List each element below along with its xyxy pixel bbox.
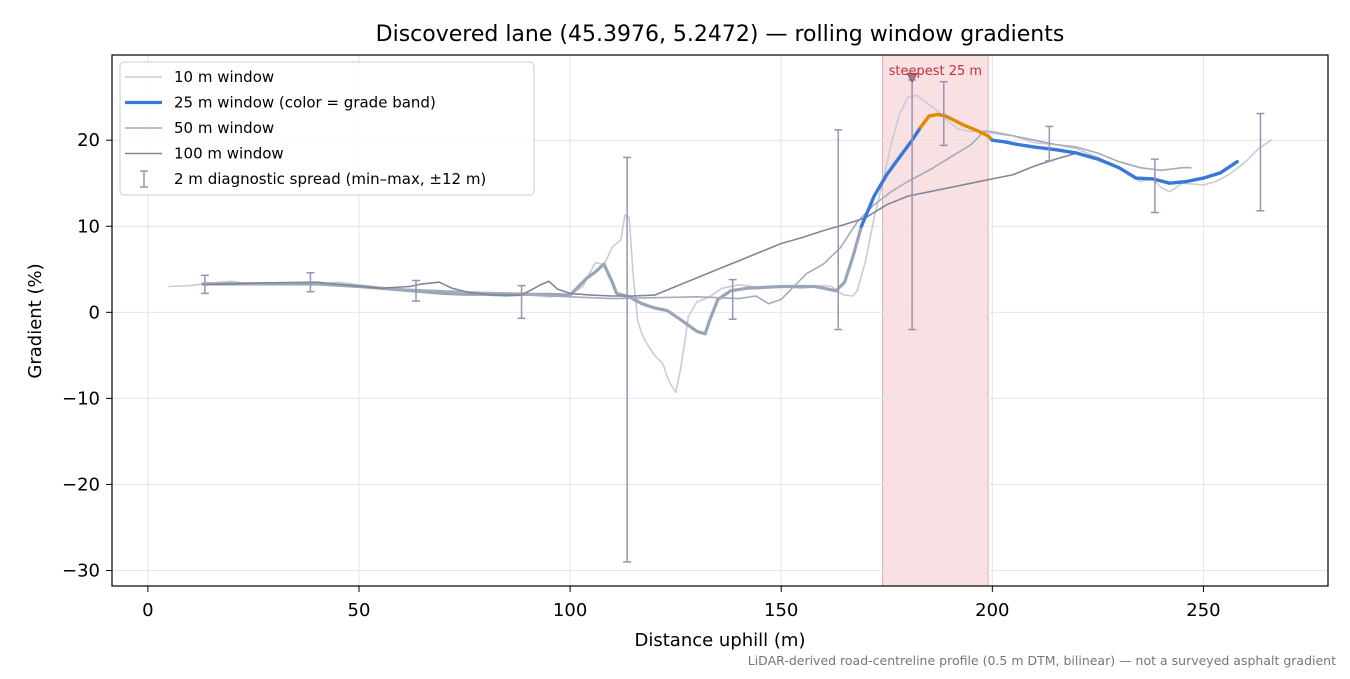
grade-band-segment-moderate (859, 125, 923, 228)
chart-title: Discovered lane (45.3976, 5.2472) — roll… (376, 22, 1065, 47)
error-bar (834, 129, 843, 331)
series-line-25-m-window-color-grade-band (201, 224, 863, 336)
legend-label: 50 m window (174, 119, 274, 137)
x-tick-label: 200 (975, 600, 1009, 621)
steepest-label: steepest 25 m (889, 64, 982, 79)
y-axis-label: Gradient (%) (25, 263, 46, 378)
steepest-window-band (882, 54, 989, 587)
legend-item: 50 m window (125, 119, 274, 137)
legend-item: 2 m diagnostic spread (min–max, ±12 m) (140, 170, 486, 188)
error-bar (1150, 158, 1159, 214)
error-bar (412, 279, 420, 302)
error-bar (1256, 112, 1265, 212)
y-tick-label: 10 (77, 216, 100, 237)
error-bar (728, 278, 737, 320)
y-tick-label: 0 (89, 302, 100, 323)
legend-frame (119, 61, 535, 196)
y-tick-label: 20 (77, 130, 100, 151)
grade-band-segment-steep (918, 112, 994, 142)
y-tick-label: −10 (62, 388, 100, 409)
legend-item: 100 m window (125, 145, 284, 163)
footnote: LiDAR-derived road-centreline profile (0… (748, 653, 1336, 668)
legend: 10 m window 25 m window (color = grade ba… (119, 61, 535, 196)
y-tick-label: −30 (62, 561, 100, 582)
x-tick-label: 100 (553, 600, 587, 621)
series-line-100-m-window (202, 152, 1078, 297)
steepest-marker-icon (906, 72, 918, 84)
legend-label: 10 m window (174, 68, 274, 86)
x-tick-label: 150 (764, 600, 798, 621)
error-bar (939, 80, 948, 147)
legend-label: 2 m diagnostic spread (min–max, ±12 m) (174, 170, 486, 188)
legend-item: 25 m window (color = grade band) (125, 94, 436, 112)
x-axis-label: Distance uphill (m) (635, 630, 806, 651)
series-line-50-m-window (202, 130, 1192, 305)
x-tick-label: 0 (142, 600, 153, 621)
error-bar (200, 274, 209, 295)
legend-label: 100 m window (174, 145, 284, 163)
error-bar (517, 284, 526, 320)
legend-label: 25 m window (color = grade band) (174, 94, 436, 112)
error-bar (306, 271, 315, 293)
x-tick-label: 250 (1186, 600, 1220, 621)
y-tick-label: −20 (62, 474, 100, 495)
x-tick-label: 50 (348, 600, 371, 621)
error-bar (1045, 125, 1054, 162)
legend-item: 10 m window (125, 68, 274, 86)
error-bar (623, 156, 632, 563)
grade-band-segment-moderate (990, 138, 1239, 185)
